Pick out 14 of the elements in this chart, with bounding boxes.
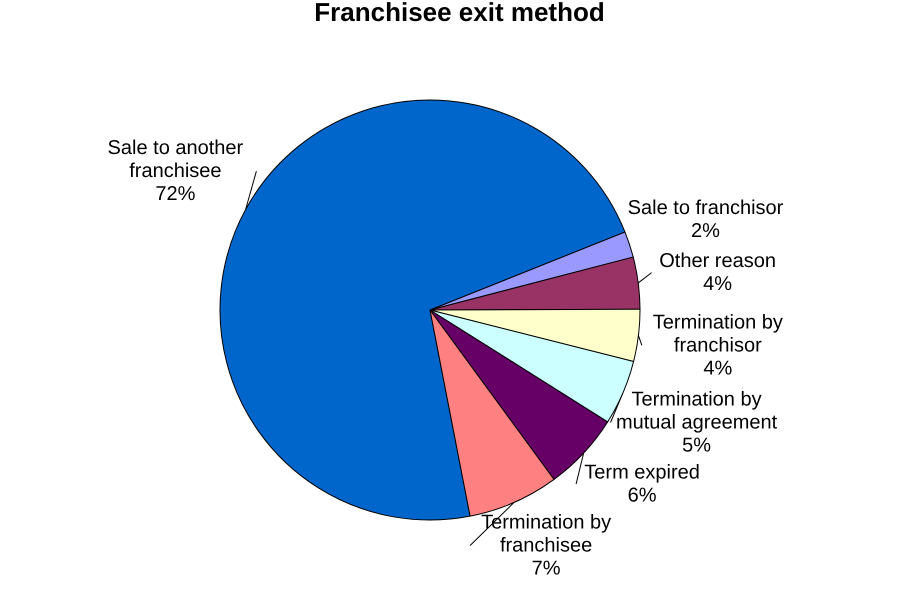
data-label: 5%: [682, 434, 712, 456]
slice-label: Other reason: [659, 250, 776, 272]
slice-label: Sale to franchisor: [628, 196, 784, 219]
data-label: 72%: [155, 183, 196, 206]
slice-label: Termination by franchisor: [652, 311, 783, 356]
chart-title: Franchisee exit method: [314, 0, 605, 27]
data-label: 7%: [532, 558, 561, 580]
slice-label: Termination by mutual agreement: [616, 388, 778, 434]
data-label: 2%: [691, 220, 720, 242]
data-label: 6%: [628, 484, 657, 506]
data-label: 4%: [703, 273, 732, 296]
slice-label: Term expired: [584, 462, 700, 484]
data-label: 4%: [703, 357, 733, 380]
slice-label: Sale to another franchisee: [108, 137, 244, 182]
